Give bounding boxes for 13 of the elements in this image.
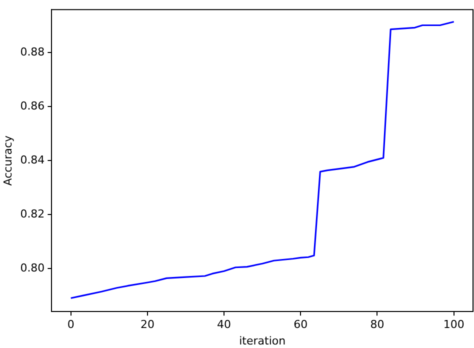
x-tick-label: 80	[370, 318, 384, 332]
y-tick-label: 0.84	[20, 153, 45, 166]
x-tick-label: 40	[217, 318, 232, 332]
x-tick-label: 100	[443, 318, 464, 332]
y-axis-title: Accuracy	[1, 135, 14, 186]
y-tick-label: 0.86	[20, 100, 45, 113]
x-tick-label: 20	[140, 318, 154, 332]
x-tick-label: 0	[67, 318, 74, 332]
y-tick-label: 0.88	[20, 46, 45, 59]
x-axis-title: iteration	[239, 334, 286, 348]
x-tick-label: 60	[294, 318, 308, 332]
y-tick-label: 0.80	[20, 261, 45, 274]
y-tick-label: 0.82	[20, 207, 45, 220]
